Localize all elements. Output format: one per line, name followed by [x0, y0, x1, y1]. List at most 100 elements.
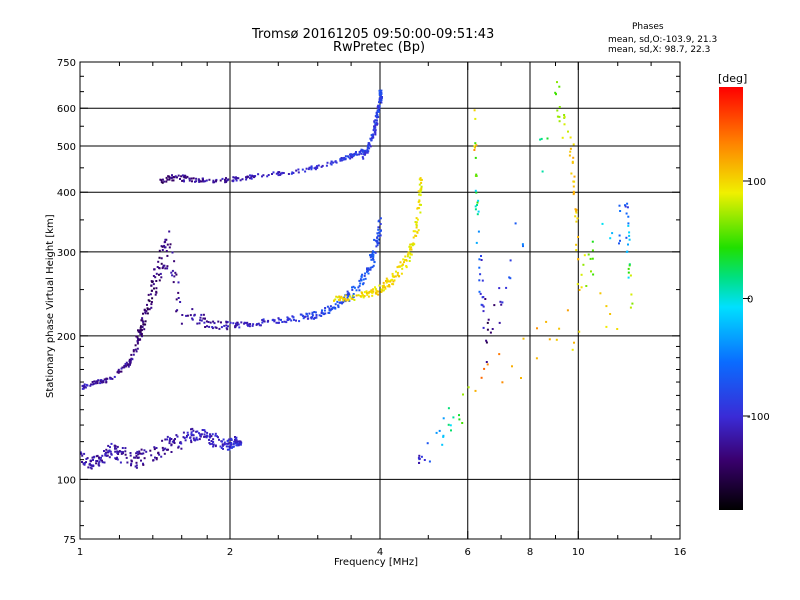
data-point	[442, 434, 445, 437]
data-point	[223, 441, 226, 444]
data-point	[392, 275, 395, 278]
data-point	[304, 170, 307, 173]
data-point	[323, 309, 326, 312]
data-point	[563, 114, 566, 116]
data-point	[385, 281, 388, 284]
data-point	[475, 191, 478, 194]
data-point	[214, 445, 217, 448]
data-point	[162, 264, 165, 267]
data-point	[361, 273, 364, 276]
data-point	[297, 168, 300, 171]
data-point	[191, 308, 194, 311]
data-point	[359, 150, 362, 153]
data-point	[372, 253, 375, 256]
data-point	[350, 297, 353, 300]
data-point	[176, 176, 178, 179]
data-point	[165, 180, 168, 183]
data-point	[192, 429, 195, 432]
data-point	[203, 435, 206, 438]
data-point	[219, 179, 222, 182]
data-point	[140, 448, 143, 451]
data-point	[511, 365, 513, 368]
data-point	[388, 284, 391, 286]
data-point	[136, 450, 139, 453]
data-point	[222, 447, 224, 450]
data-point	[321, 164, 324, 167]
data-point	[102, 381, 105, 383]
data-point	[374, 286, 376, 289]
data-point	[212, 443, 215, 446]
data-point	[126, 461, 129, 464]
data-point	[486, 328, 489, 331]
data-point	[314, 168, 317, 171]
data-point	[80, 452, 83, 455]
data-point	[362, 283, 364, 286]
data-point	[417, 207, 420, 209]
data-point	[257, 322, 260, 325]
data-point	[165, 176, 168, 179]
data-point	[155, 280, 158, 282]
data-point	[407, 251, 410, 254]
data-point	[168, 442, 171, 445]
data-point	[185, 314, 188, 317]
data-point	[181, 179, 184, 182]
data-point	[173, 439, 176, 442]
data-point	[158, 279, 161, 282]
data-point	[377, 104, 380, 107]
data-point	[221, 443, 224, 446]
data-point	[198, 180, 201, 183]
data-point	[405, 266, 408, 269]
data-point	[481, 279, 484, 282]
data-point	[214, 326, 217, 329]
data-point	[412, 236, 415, 239]
grid-lines	[80, 62, 680, 539]
data-point	[331, 307, 334, 310]
data-point	[447, 423, 450, 426]
data-point	[107, 450, 110, 453]
data-point	[83, 383, 86, 386]
data-point	[135, 350, 138, 353]
data-point	[105, 448, 108, 451]
data-point	[380, 96, 383, 99]
data-point	[191, 317, 194, 320]
y-axis-label: Stationary phase Virtual Height [km]	[45, 214, 56, 398]
data-point	[458, 418, 461, 421]
data-point	[628, 264, 631, 267]
data-point	[98, 456, 100, 459]
data-point	[373, 238, 376, 241]
axes: 1 2 4 6 8 10 16 75 100 200 300 400 500 600 750	[57, 58, 686, 558]
data-point	[548, 338, 551, 341]
data-point	[461, 422, 464, 424]
data-point	[558, 327, 561, 330]
data-point	[228, 445, 231, 448]
data-point	[227, 325, 229, 328]
data-point	[139, 331, 141, 334]
data-point	[498, 287, 501, 290]
data-point	[279, 173, 282, 176]
data-point	[184, 439, 187, 442]
data-point	[245, 176, 247, 179]
data-point	[177, 291, 180, 294]
data-point	[371, 294, 374, 297]
data-point	[140, 459, 142, 462]
data-point	[371, 137, 373, 140]
data-point	[228, 448, 231, 451]
data-point	[190, 441, 193, 444]
data-point	[322, 312, 325, 315]
data-point	[480, 255, 482, 257]
data-point	[136, 456, 139, 459]
data-point	[207, 321, 210, 323]
data-point	[232, 180, 235, 183]
data-point	[576, 217, 579, 220]
data-point	[404, 255, 407, 258]
data-point	[202, 313, 205, 316]
data-point	[302, 315, 305, 317]
data-point	[159, 178, 162, 181]
data-point	[141, 326, 144, 328]
data-point	[234, 436, 236, 438]
phases-heading: Phases	[632, 22, 664, 32]
data-point	[214, 434, 217, 437]
data-point	[236, 321, 239, 324]
data-point	[540, 137, 543, 140]
data-point	[172, 179, 175, 182]
